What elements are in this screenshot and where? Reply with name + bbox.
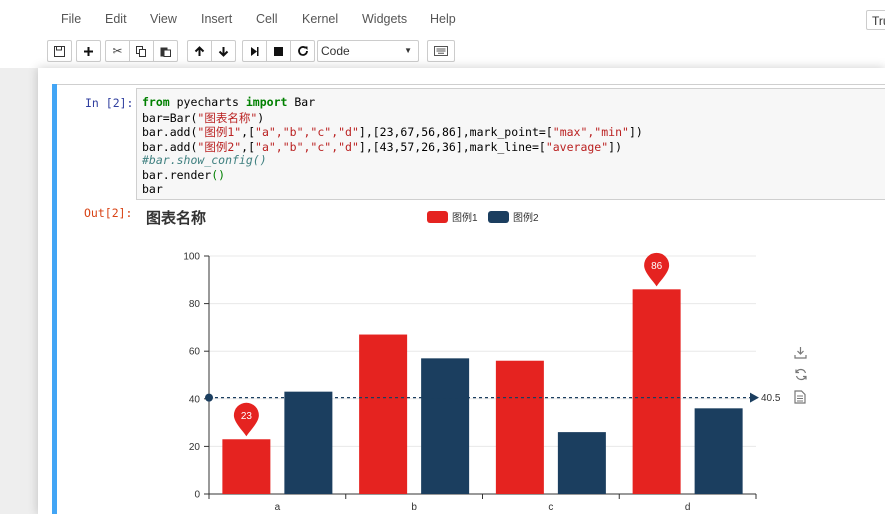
code-text: ) [257, 110, 265, 125]
code-line: bar.add("图例1",["a","b","c","d"],[23,67,5… [142, 124, 643, 140]
stop-icon [274, 46, 283, 56]
keyboard-icon [434, 46, 448, 56]
code-string: "a","b","c","d" [255, 125, 359, 139]
menu-view[interactable]: View [150, 12, 177, 26]
code-editor[interactable]: from pyecharts import Bar bar=Bar("图表名称"… [136, 88, 885, 200]
legend-swatch [427, 210, 448, 223]
code-text: bar=Bar( [142, 110, 198, 125]
notebook-container: In [2]: Out[2]: from pyecharts import Ba… [38, 68, 885, 514]
restart-icon [297, 46, 308, 56]
cell-type-select[interactable]: Code ▼ [317, 40, 419, 62]
command-palette-button[interactable] [427, 40, 455, 62]
output-prompt: Out[2]: [84, 206, 133, 220]
code-text: bar.add( [142, 139, 198, 154]
code-text: bar.add( [142, 125, 198, 139]
menu-insert[interactable]: Insert [201, 12, 233, 26]
cut-button[interactable]: ✂ [105, 40, 130, 62]
step-forward-icon [251, 46, 259, 56]
move-down-button[interactable] [211, 40, 236, 62]
cell-selection-bar [52, 84, 57, 514]
code-text: Bar [287, 95, 316, 109]
save-button[interactable] [47, 40, 72, 62]
cell-type-value: Code [321, 44, 350, 58]
chart-title: 图表名称 [146, 210, 207, 227]
chevron-down-icon: ▼ [404, 46, 412, 55]
code-line: bar.render() [142, 168, 225, 182]
arrow-up-icon [194, 45, 205, 56]
code-string: "max","min" [552, 125, 629, 139]
code-string: "average" [545, 139, 609, 154]
code-keyword: from [142, 95, 170, 109]
code-paren: () [211, 167, 226, 182]
left-margin-top [0, 40, 38, 68]
code-line: bar=Bar("图表名称") [142, 110, 264, 126]
code-line: from pyecharts import Bar [142, 95, 315, 109]
code-text: ],[43,57,26,36],mark_line=[ [358, 139, 546, 154]
save-icon [54, 45, 65, 57]
legend-item-series-1[interactable]: 图例1 [427, 209, 478, 224]
cut-icon: ✂ [112, 44, 123, 58]
plus-icon [84, 46, 93, 56]
code-comment: #bar.show_config() [142, 153, 267, 167]
code-keyword: import [245, 95, 288, 109]
menu-file[interactable]: File [61, 12, 82, 26]
notebook-header: File Edit View Insert Cell Kernel Widget… [0, 0, 885, 68]
left-margin [0, 68, 38, 514]
input-prompt: In [2]: [85, 96, 134, 110]
paste-button[interactable] [153, 40, 178, 62]
menu-edit[interactable]: Edit [105, 12, 127, 26]
code-text: bar [142, 182, 163, 196]
menu-widgets[interactable]: Widgets [362, 12, 408, 26]
code-text: ]) [628, 125, 643, 139]
legend-label: 图例2 [513, 213, 539, 224]
interrupt-button[interactable] [266, 40, 291, 62]
menu-help[interactable]: Help [430, 12, 456, 26]
code-line: bar.add("图例2",["a","b","c","d"],[43,57,2… [142, 139, 622, 155]
code-text: ,[ [241, 139, 256, 154]
paste-icon [160, 47, 171, 57]
code-text: ],[23,67,56,86],mark_point=[ [358, 125, 553, 139]
download-icon[interactable] [794, 346, 807, 362]
copy-icon [136, 45, 146, 57]
refresh-icon[interactable] [794, 368, 808, 384]
run-button[interactable] [242, 40, 267, 62]
menu-cell[interactable]: Cell [256, 12, 278, 26]
move-up-button[interactable] [187, 40, 212, 62]
code-text: pyecharts [169, 95, 246, 109]
trusted-indicator[interactable]: Tru [866, 10, 885, 30]
code-text: ]) [608, 139, 622, 154]
data-view-icon[interactable] [794, 390, 806, 407]
code-string: "图例2" [197, 139, 242, 154]
code-string: "a","b","c","d" [255, 139, 359, 154]
copy-button[interactable] [129, 40, 154, 62]
code-text: bar.render [142, 167, 212, 182]
menu-kernel[interactable]: Kernel [302, 12, 339, 26]
arrow-down-icon [218, 46, 229, 57]
code-string: "图表名称" [197, 110, 258, 125]
legend-label: 图例1 [452, 213, 478, 224]
code-string: "图例1" [197, 125, 242, 139]
legend-swatch [488, 210, 509, 223]
legend-item-series-2[interactable]: 图例2 [488, 209, 539, 224]
insert-cell-button[interactable] [76, 40, 101, 62]
code-text: ,[ [241, 125, 256, 139]
restart-button[interactable] [290, 40, 315, 62]
